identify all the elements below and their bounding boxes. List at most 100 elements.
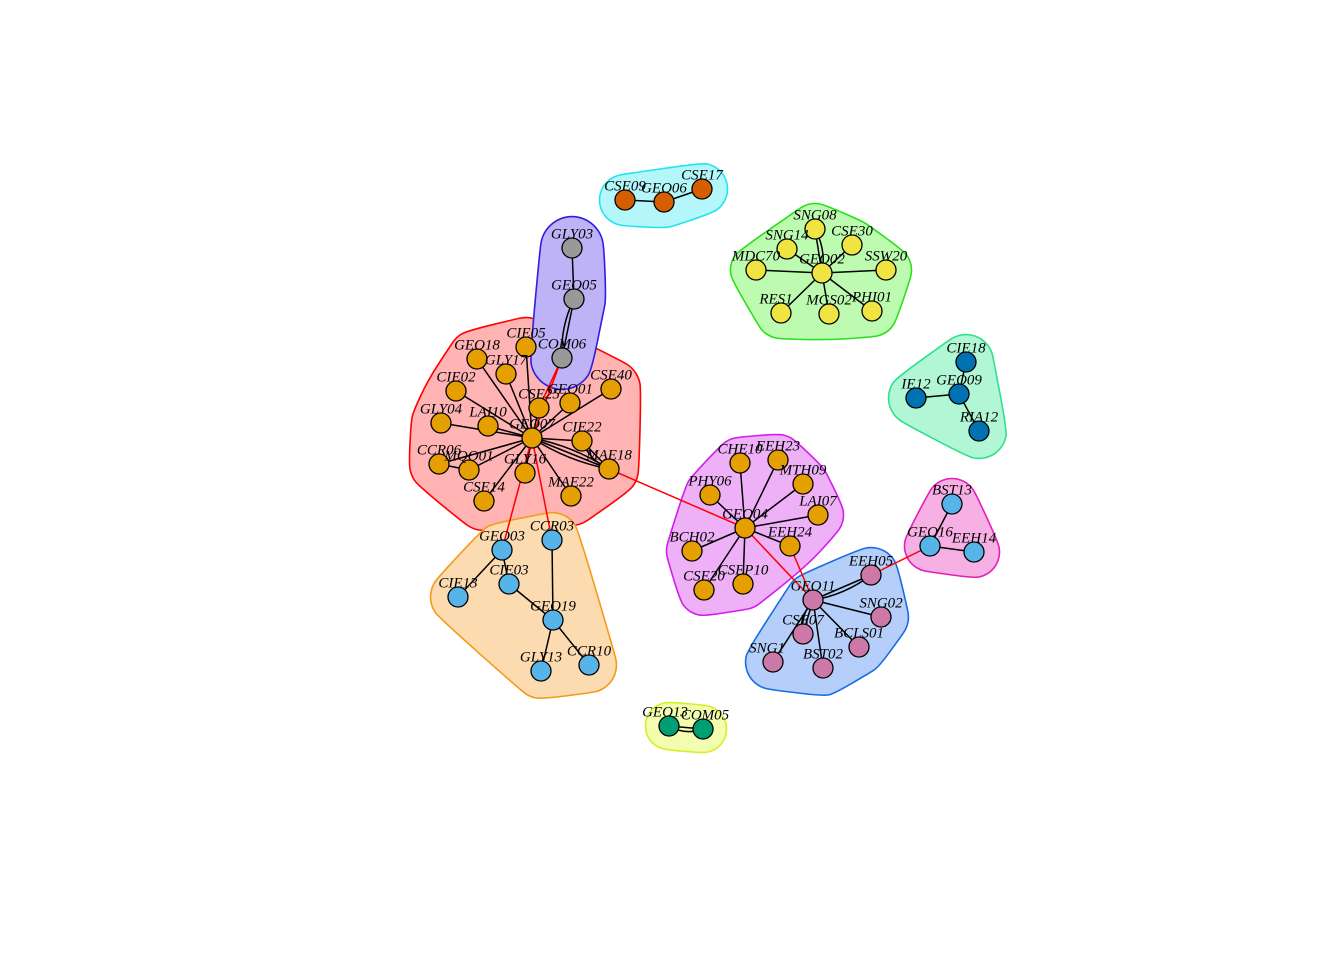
node-GEO11 xyxy=(802,589,824,611)
node-label-GEO13: GEO13 xyxy=(642,704,688,720)
internal-edge-GEO04-CSE20 xyxy=(703,527,746,591)
node-label-MDC70: MDC70 xyxy=(731,248,781,264)
node-label-GEO02: GEO02 xyxy=(799,251,845,267)
node-GEO06 xyxy=(653,191,675,213)
node-MAE18 xyxy=(598,458,620,480)
node-CSE17 xyxy=(691,178,713,200)
node-label-RIA12: RIA12 xyxy=(959,409,999,425)
node-CIE05 xyxy=(515,336,537,358)
node-GEO09 xyxy=(948,383,970,405)
node-GEO13 xyxy=(658,715,680,737)
node-label-BCLS01: BCLS01 xyxy=(834,625,884,641)
between-edge-GEO07-CCR03 xyxy=(531,437,553,541)
node-label-CSE25: CSE25 xyxy=(518,386,560,402)
node-label-MAE18: MAE18 xyxy=(585,447,632,463)
node-CSE20 xyxy=(693,579,715,601)
node-GEO16 xyxy=(919,535,941,557)
node-label-GEO16: GEO16 xyxy=(907,524,953,540)
node-label-GEO04: GEO04 xyxy=(722,506,768,522)
node-EEH23 xyxy=(767,449,789,471)
node-GEO19 xyxy=(542,609,564,631)
node-CIE02 xyxy=(445,380,467,402)
node-label-EEH14: EEH14 xyxy=(951,530,997,546)
node-label-RES1: RES1 xyxy=(758,291,792,307)
node-CHE10 xyxy=(729,452,751,474)
node-CSE30 xyxy=(841,234,863,256)
node-label-GEO07: GEO07 xyxy=(509,416,556,432)
internal-edge-GEO02-SSW20 xyxy=(821,269,887,274)
node-CCR06 xyxy=(428,453,450,475)
community-hull-c2 xyxy=(429,511,618,699)
internal-edge-GEO11-BST02 xyxy=(812,599,824,669)
node-label-LAI10: LAI10 xyxy=(468,404,507,420)
node-label-MTH09: MTH09 xyxy=(779,462,827,478)
node-label-SNG14: SNG14 xyxy=(765,227,809,243)
node-label-GEO03: GEO03 xyxy=(479,528,525,544)
node-CIE13 xyxy=(447,586,469,608)
node-label-EEH23: EEH23 xyxy=(755,438,800,454)
node-label-CSE40: CSE40 xyxy=(590,367,632,383)
internal-edge-GEO07-MQO01 xyxy=(468,437,533,471)
between-edge-GEO07-GEO03 xyxy=(501,437,533,551)
node-CIE18 xyxy=(955,351,977,373)
node-label-GEO01: GEO01 xyxy=(547,381,593,397)
node-MGS02 xyxy=(818,303,840,325)
node-label-GLY16: GLY16 xyxy=(504,451,547,467)
node-labels: GEO07 GEO18 CIE05 GLY17 CIE02 CSE25GEO01CSE40… xyxy=(417,167,999,723)
node-CSE25 xyxy=(528,397,550,419)
node-label-CHE10: CHE10 xyxy=(718,441,764,457)
internal-edge-GEO04-CHE10 xyxy=(739,462,746,529)
node-SNG1 xyxy=(762,651,784,673)
node-label-PHY06: PHY06 xyxy=(687,473,732,489)
node-label-GLY17: GLY17 xyxy=(485,352,529,368)
internal-edge-GEO07-CCR06 xyxy=(438,437,533,465)
node-label-CIE03: CIE03 xyxy=(489,562,528,578)
between-edge-MAE18-GEO04 xyxy=(608,468,746,529)
node-LAI07 xyxy=(807,504,829,526)
node-SNG02 xyxy=(870,606,892,628)
node-CIE03 xyxy=(498,573,520,595)
node-label-MQO01: MQO01 xyxy=(443,448,493,464)
internal-edge-GEO11-SNG02 xyxy=(812,599,882,618)
node-label-SNG1: SNG1 xyxy=(749,640,785,656)
node-GLY13 xyxy=(530,660,552,682)
node-GEO07 xyxy=(521,427,543,449)
internal-edge-GEO07-CSE14 xyxy=(483,437,533,502)
node-CCR03 xyxy=(541,529,563,551)
node-MAE22 xyxy=(560,485,582,507)
node-label-CSEP10: CSEP10 xyxy=(718,562,769,578)
node-label-CSE14: CSE14 xyxy=(463,479,505,495)
node-EEH05 xyxy=(860,564,882,586)
node-label-COM06: COM06 xyxy=(538,336,587,352)
node-RIA12 xyxy=(968,420,990,442)
node-MQO01 xyxy=(458,459,480,481)
node-BST02 xyxy=(812,657,834,679)
internal-edge-CCR03-GEO19 xyxy=(551,539,554,621)
node-label-GEO05: GEO05 xyxy=(551,277,597,293)
node-CSE09 xyxy=(614,189,636,211)
node-GLY17 xyxy=(495,363,517,385)
node-EEH14 xyxy=(963,541,985,563)
node-label-GEO18: GEO18 xyxy=(454,337,500,353)
node-GEO02 xyxy=(811,262,833,284)
node-GLY04 xyxy=(430,412,452,434)
node-label-CIE13: CIE13 xyxy=(438,575,477,591)
internal-edge-GEO07-MAE18 xyxy=(531,437,610,470)
node-label-BST02: BST02 xyxy=(803,646,844,662)
node-label-GLY03: GLY03 xyxy=(551,226,593,242)
node-IE12 xyxy=(905,387,927,409)
node-SNG08 xyxy=(804,218,826,240)
node-GEO18 xyxy=(466,348,488,370)
node-label-CIE05: CIE05 xyxy=(506,325,546,341)
node-MDC70 xyxy=(745,259,767,281)
node-COM06 xyxy=(551,347,573,369)
internal-edge-GEO07-CIE05 xyxy=(525,346,533,439)
community-hulls xyxy=(408,163,1007,754)
internal-edge-GEO07-GLY17 xyxy=(505,373,533,439)
node-label-CSE20: CSE20 xyxy=(683,568,725,584)
node-label-IE12: IE12 xyxy=(900,376,931,392)
node-label-CSE09: CSE09 xyxy=(604,178,646,194)
node-label-CSE07: CSE07 xyxy=(782,612,825,628)
node-label-CCR03: CCR03 xyxy=(530,518,574,534)
